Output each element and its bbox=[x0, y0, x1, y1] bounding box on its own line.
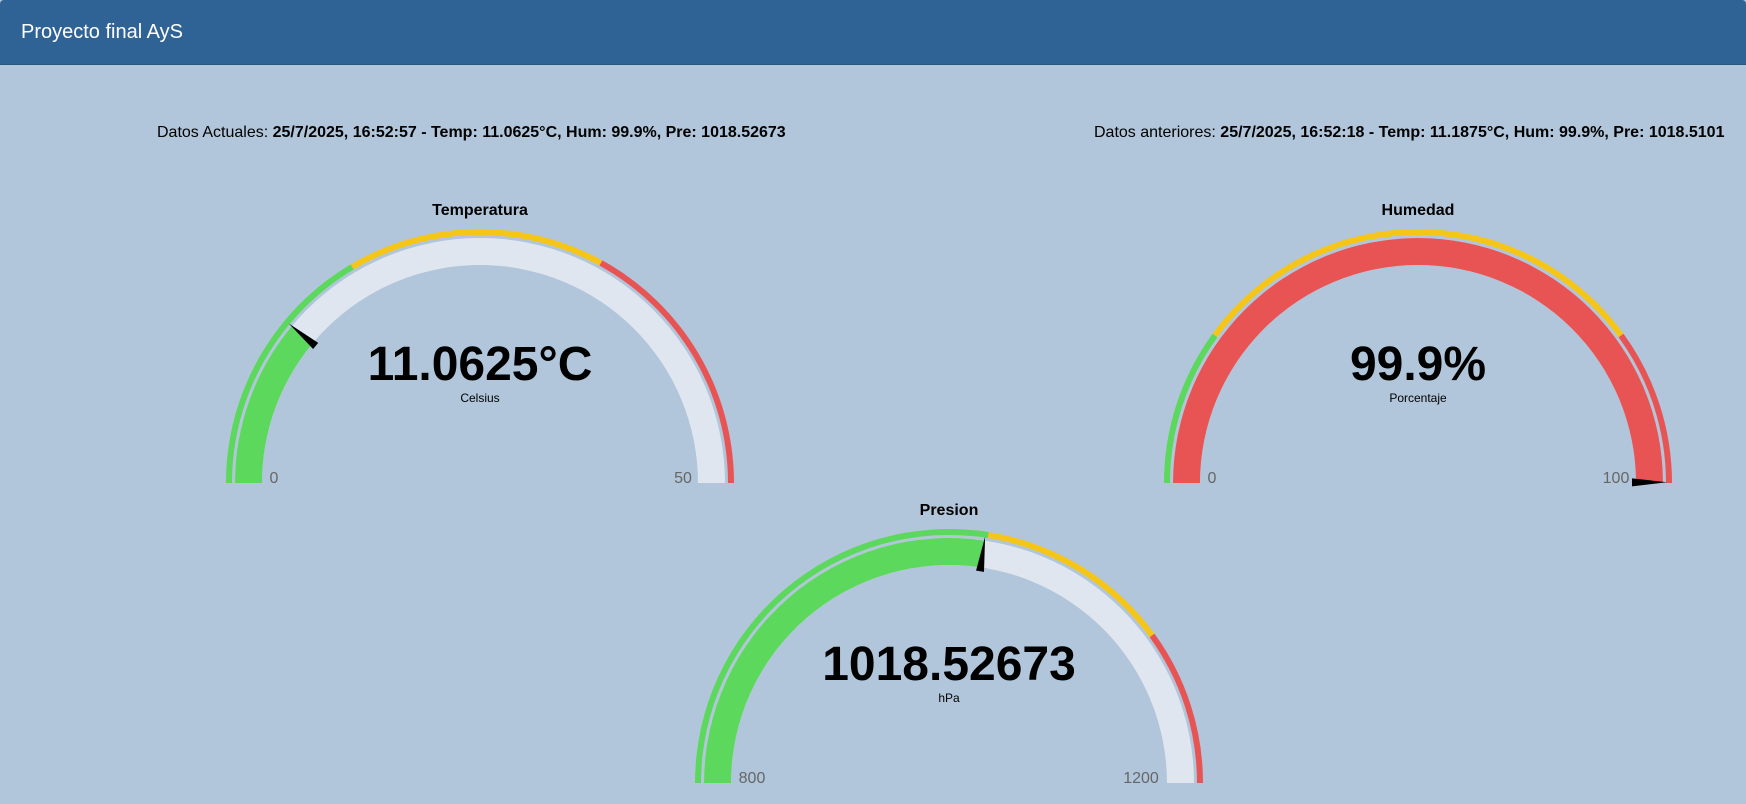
humidity-gauge-unit: Porcentaje bbox=[1389, 391, 1447, 405]
temperature-zone-yellow bbox=[350, 229, 603, 270]
temperature-zone-green bbox=[226, 264, 354, 483]
temperature-gauge-track bbox=[235, 238, 725, 483]
humidity-gauge-min: 0 bbox=[1208, 470, 1217, 487]
pressure-gauge-min: 800 bbox=[739, 770, 766, 787]
temperature-gauge-max: 50 bbox=[674, 470, 692, 487]
humidity-gauge-title: Humedad bbox=[1382, 202, 1455, 219]
top-navbar: Proyecto final AyS bbox=[0, 0, 1746, 65]
temperature-gauge-needle bbox=[288, 323, 319, 350]
previous-data-line: Datos anteriores: 25/7/2025, 16:52:18 - … bbox=[1094, 124, 1724, 142]
humidity-gauge-needle bbox=[1631, 478, 1667, 487]
pressure-gauge-unit: hPa bbox=[938, 691, 960, 705]
current-data-label: Datos Actuales: bbox=[157, 124, 269, 141]
humidity-zone-green bbox=[1164, 333, 1218, 483]
current-data-value: 25/7/2025, 16:52:57 - Temp: 11.0625°C, H… bbox=[272, 124, 786, 141]
previous-data-value: 25/7/2025, 16:52:18 - Temp: 11.1875°C, H… bbox=[1220, 124, 1725, 141]
previous-data-label: Datos anteriores: bbox=[1094, 124, 1216, 141]
pressure-zone-red bbox=[1149, 633, 1203, 783]
current-data-line: Datos Actuales: 25/7/2025, 16:52:57 - Te… bbox=[157, 124, 786, 142]
pressure-gauge-max: 1200 bbox=[1123, 770, 1159, 787]
temperature-zone-red bbox=[599, 260, 734, 483]
pressure-gauge-needle bbox=[976, 536, 986, 572]
humidity-zone-red bbox=[1618, 333, 1672, 483]
temperature-gauge-fill bbox=[235, 326, 313, 483]
temperature-gauge-min: 0 bbox=[270, 470, 279, 487]
temperature-gauge-value: 11.0625°C bbox=[368, 338, 593, 391]
app-title[interactable]: Proyecto final AyS bbox=[21, 21, 183, 43]
temperature-gauge-unit: Celsius bbox=[460, 391, 499, 405]
pressure-gauge-title: Presion bbox=[920, 502, 979, 519]
humidity-gauge-fill bbox=[1173, 238, 1663, 483]
humidity-gauge-value: 99.9% bbox=[1350, 338, 1486, 391]
pressure-gauge-value: 1018.52673 bbox=[822, 638, 1076, 691]
humidity-gauge: Humedad 99.9% Porcentaje 0 100 bbox=[1158, 196, 1678, 492]
pressure-gauge-fill bbox=[704, 538, 985, 783]
pressure-gauge: Presion 1018.52673 hPa 800 1200 bbox=[689, 496, 1209, 792]
temperature-gauge-title: Temperatura bbox=[432, 202, 528, 219]
humidity-zone-yellow bbox=[1212, 228, 1624, 338]
humidity-gauge-max: 100 bbox=[1603, 470, 1630, 487]
temperature-gauge: Temperatura 11.0625°C Celsius 0 50 bbox=[220, 196, 740, 492]
